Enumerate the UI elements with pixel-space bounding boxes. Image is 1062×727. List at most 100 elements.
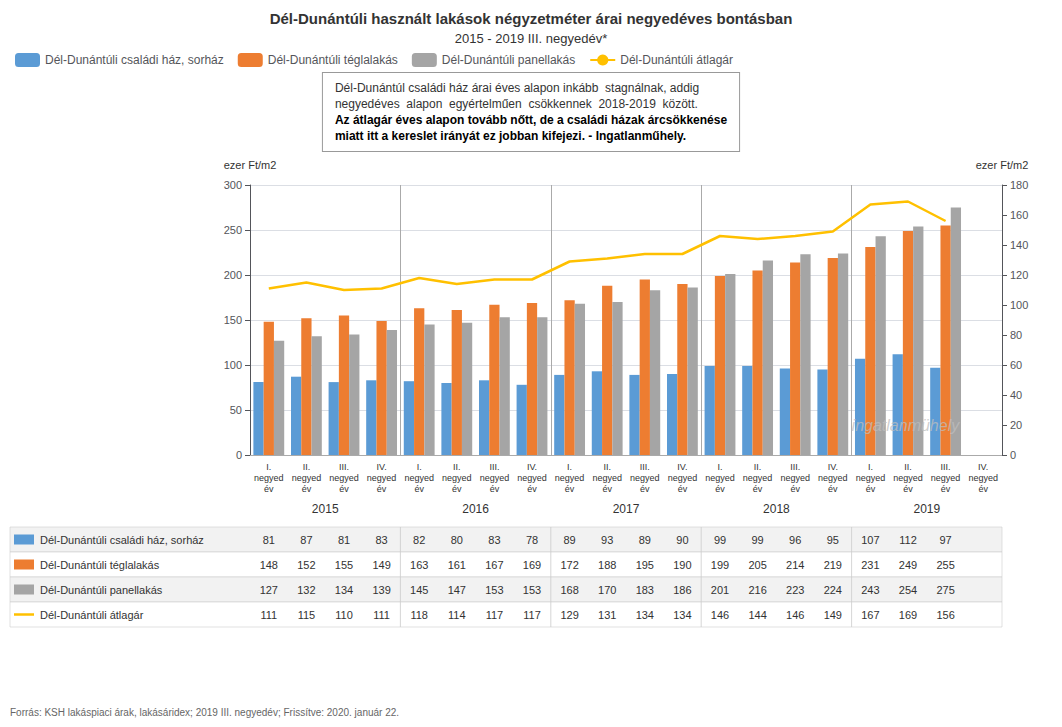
svg-text:100: 100 <box>224 359 242 371</box>
svg-text:0: 0 <box>236 449 242 461</box>
svg-text:negyed: negyed <box>292 473 322 483</box>
svg-text:131: 131 <box>598 609 616 621</box>
svg-text:300: 300 <box>224 179 242 191</box>
svg-text:120: 120 <box>1010 269 1028 281</box>
svg-text:negyed: negyed <box>555 473 585 483</box>
svg-text:156: 156 <box>936 609 954 621</box>
svg-text:99: 99 <box>714 534 726 546</box>
svg-text:miatt itt a kereslet irányát e: miatt itt a kereslet irányát ez jobban k… <box>335 129 686 143</box>
svg-text:év: év <box>302 484 312 494</box>
svg-text:év: év <box>339 484 349 494</box>
svg-text:117: 117 <box>486 609 504 621</box>
svg-text:170: 170 <box>598 584 616 596</box>
svg-text:év: év <box>828 484 838 494</box>
svg-text:III.: III. <box>640 462 650 472</box>
svg-text:negyed: negyed <box>442 473 472 483</box>
svg-text:144: 144 <box>748 609 766 621</box>
svg-text:negyed: negyed <box>705 473 735 483</box>
svg-text:II.: II. <box>904 462 912 472</box>
svg-text:ezer Ft/m2: ezer Ft/m2 <box>976 159 1029 171</box>
svg-text:Dél-Dunántúl családi ház árai: Dél-Dunántúl családi ház árai éves alapo… <box>335 81 699 95</box>
svg-text:99: 99 <box>751 534 763 546</box>
svg-text:40: 40 <box>1010 389 1022 401</box>
svg-text:év: év <box>602 484 612 494</box>
svg-text:negyed: negyed <box>856 473 886 483</box>
svg-text:év: év <box>452 484 462 494</box>
svg-text:év: év <box>490 484 500 494</box>
svg-text:90: 90 <box>676 534 688 546</box>
svg-text:169: 169 <box>523 559 541 571</box>
svg-text:188: 188 <box>598 559 616 571</box>
svg-text:223: 223 <box>786 584 804 596</box>
svg-text:II.: II. <box>754 462 762 472</box>
svg-text:249: 249 <box>899 559 917 571</box>
svg-text:100: 100 <box>1010 299 1028 311</box>
svg-text:81: 81 <box>338 534 350 546</box>
svg-text:107: 107 <box>861 534 879 546</box>
svg-text:negyed: negyed <box>592 473 622 483</box>
svg-text:2016: 2016 <box>462 502 489 516</box>
svg-text:224: 224 <box>824 584 842 596</box>
svg-text:96: 96 <box>789 534 801 546</box>
svg-text:83: 83 <box>488 534 500 546</box>
svg-text:219: 219 <box>824 559 842 571</box>
svg-text:negyed: negyed <box>743 473 773 483</box>
svg-text:I.: I. <box>567 462 572 472</box>
svg-text:153: 153 <box>485 584 503 596</box>
svg-text:82: 82 <box>413 534 425 546</box>
svg-text:III.: III. <box>941 462 951 472</box>
svg-text:év: év <box>264 484 274 494</box>
svg-text:év: év <box>753 484 763 494</box>
svg-text:2017: 2017 <box>613 502 640 516</box>
svg-text:169: 169 <box>899 609 917 621</box>
svg-text:Forrás: KSH lakáspiaci árak, l: Forrás: KSH lakáspiaci árak, lakásáridex… <box>10 707 399 718</box>
svg-text:IV.: IV. <box>828 462 838 472</box>
svg-text:negyed: negyed <box>893 473 923 483</box>
svg-text:186: 186 <box>673 584 691 596</box>
svg-text:0: 0 <box>1010 449 1016 461</box>
svg-text:I.: I. <box>417 462 422 472</box>
svg-text:89: 89 <box>639 534 651 546</box>
svg-text:negyed: negyed <box>818 473 848 483</box>
svg-text:60: 60 <box>1010 359 1022 371</box>
svg-text:év: év <box>377 484 387 494</box>
svg-text:negyed: negyed <box>968 473 998 483</box>
svg-text:év: év <box>565 484 575 494</box>
svg-text:205: 205 <box>748 559 766 571</box>
svg-text:140: 140 <box>1010 239 1028 251</box>
svg-text:III.: III. <box>339 462 349 472</box>
svg-text:163: 163 <box>410 559 428 571</box>
svg-text:I.: I. <box>266 462 271 472</box>
svg-text:89: 89 <box>563 534 575 546</box>
svg-text:2018: 2018 <box>763 502 790 516</box>
svg-text:20: 20 <box>1010 419 1022 431</box>
svg-text:Dél-Dunántúli téglalakás: Dél-Dunántúli téglalakás <box>268 53 398 67</box>
svg-text:161: 161 <box>448 559 466 571</box>
svg-text:149: 149 <box>824 609 842 621</box>
svg-text:Dél-Dunántúli családi ház, sor: Dél-Dunántúli családi ház, sorház <box>40 534 204 546</box>
svg-text:117: 117 <box>523 609 541 621</box>
svg-text:200: 200 <box>224 269 242 281</box>
svg-text:negyedéves alapon egyértelmű: negyedéves alapon egyértelműen csökkenne… <box>335 97 698 111</box>
svg-text:III.: III. <box>489 462 499 472</box>
svg-text:év: év <box>903 484 913 494</box>
svg-text:ingatlanmühely: ingatlanmühely <box>852 417 961 434</box>
svg-text:év: év <box>715 484 725 494</box>
svg-text:83: 83 <box>375 534 387 546</box>
svg-text:114: 114 <box>448 609 466 621</box>
svg-text:év: év <box>866 484 876 494</box>
svg-text:év: év <box>414 484 424 494</box>
svg-text:148: 148 <box>260 559 278 571</box>
svg-text:149: 149 <box>372 559 390 571</box>
svg-text:negyed: negyed <box>480 473 510 483</box>
svg-text:Dél-Dunántúli átlagár: Dél-Dunántúli átlagár <box>40 609 144 621</box>
svg-text:év: év <box>678 484 688 494</box>
svg-text:Dél-Dunántúli használt lakások: Dél-Dunántúli használt lakások négyzetmé… <box>270 10 793 27</box>
svg-text:167: 167 <box>485 559 503 571</box>
svg-text:IV.: IV. <box>677 462 687 472</box>
svg-text:199: 199 <box>711 559 729 571</box>
svg-text:153: 153 <box>523 584 541 596</box>
svg-text:év: év <box>527 484 537 494</box>
svg-text:115: 115 <box>298 609 316 621</box>
svg-text:167: 167 <box>861 609 879 621</box>
